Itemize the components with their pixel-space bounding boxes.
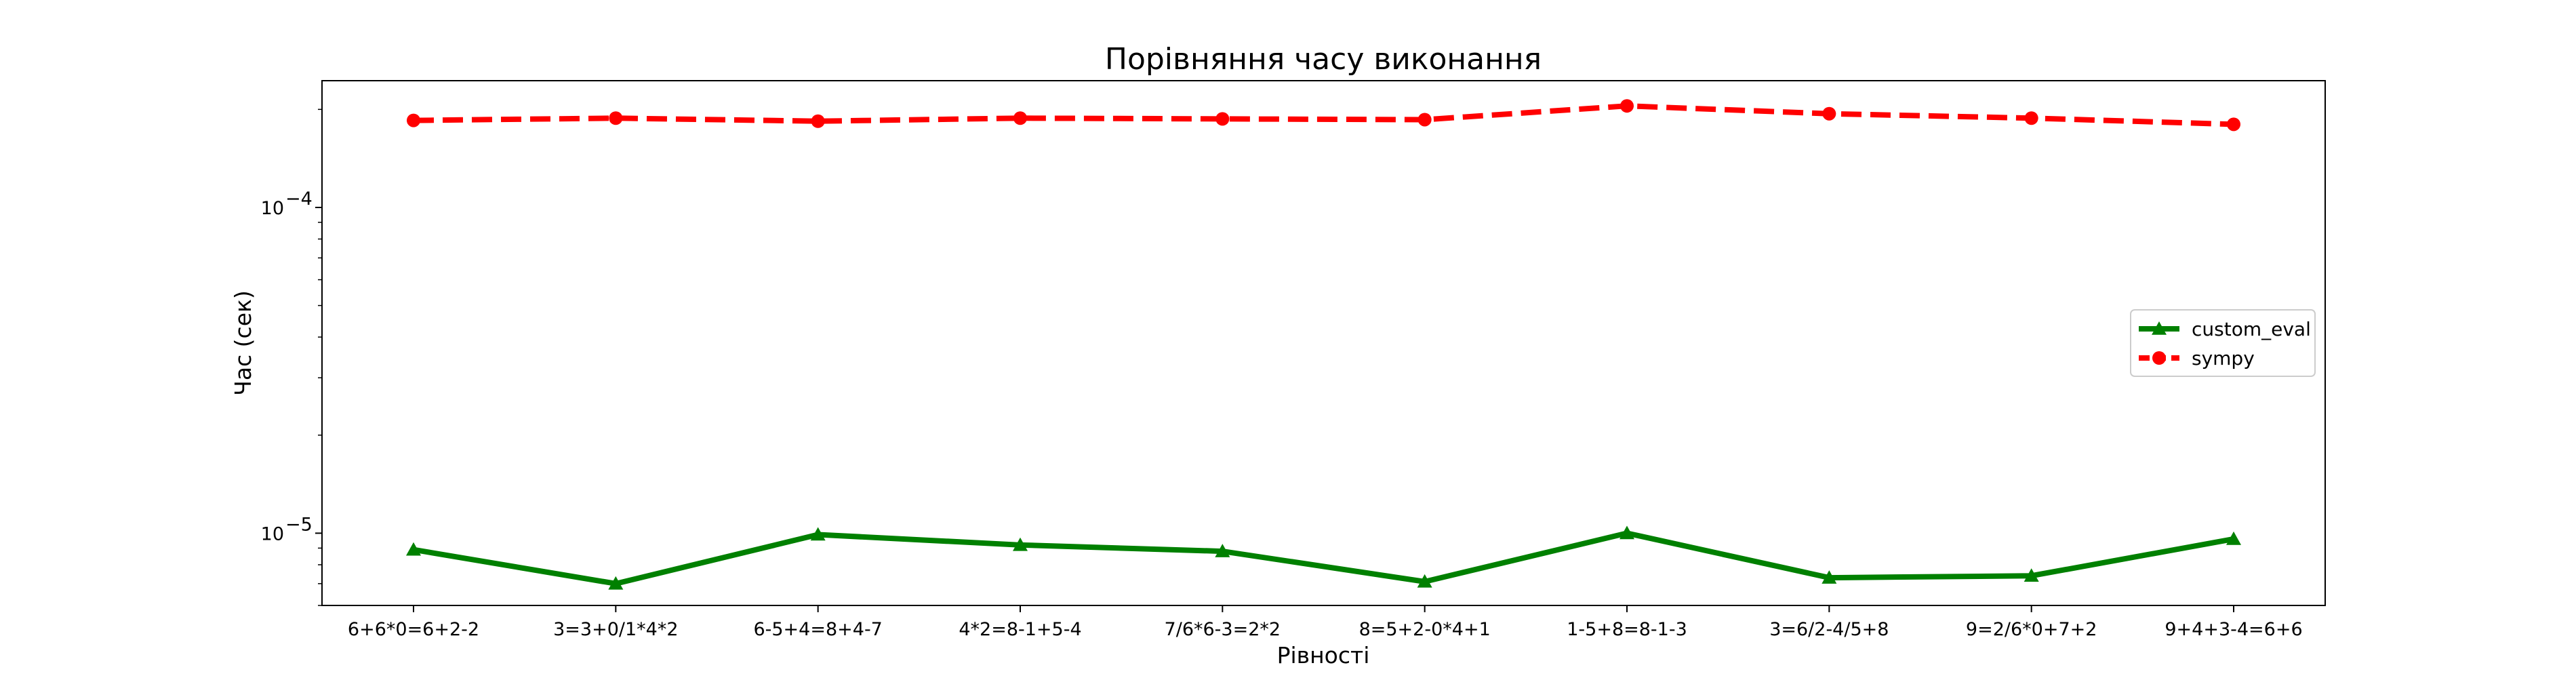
legend-entry: sympy: [2139, 347, 2255, 370]
data-point: [1822, 570, 1837, 584]
series-layer: [406, 99, 2241, 590]
series-line-sympy: [413, 103, 2234, 127]
chart-title: Порівняння часу виконання: [1105, 42, 1542, 77]
data-point: [2024, 111, 2038, 125]
series-custom_eval: [406, 525, 2241, 590]
y-tick-exponent: −4: [285, 188, 313, 210]
plot-area: [321, 80, 2326, 606]
data-point: [406, 542, 421, 556]
legend-label: sympy: [2192, 347, 2255, 370]
series-sympy: [407, 99, 2240, 132]
data-point: [609, 111, 623, 125]
y-axis: 10−510−4: [261, 108, 322, 606]
data-point: [2226, 531, 2241, 545]
x-axis-label: Рівності: [1277, 642, 1370, 669]
x-tick-label: 9=2/6*0+7+2: [1966, 619, 2097, 640]
data-point: [1013, 111, 1027, 125]
x-tick-label: 6+6*0=6+2-2: [348, 619, 479, 640]
data-point: [1619, 525, 1634, 540]
y-tick-label: 10: [261, 523, 284, 544]
data-point: [2024, 568, 2039, 582]
x-tick-label: 4*2=8-1+5-4: [959, 619, 1081, 640]
legend-label: custom_eval: [2192, 318, 2311, 340]
x-tick-label: 3=3+0/1*4*2: [553, 619, 678, 640]
data-point: [1215, 544, 1230, 557]
data-point: [1417, 113, 1432, 127]
x-tick-label: 7/6*6-3=2*2: [1165, 619, 1281, 640]
y-tick-base: 10: [261, 198, 284, 219]
y-tick-base: 10: [261, 523, 284, 544]
y-tick-exponent: −5: [285, 514, 313, 535]
x-tick-label: 8=5+2-0*4+1: [1359, 619, 1491, 640]
x-tick-label: 3=6/2-4/5+8: [1769, 619, 1889, 640]
data-point: [810, 527, 826, 541]
data-point: [2227, 117, 2240, 132]
legend-marker: [2152, 351, 2166, 365]
data-point: [407, 113, 420, 127]
y-tick-label: 10: [261, 198, 284, 219]
y-axis-label: Час (сек): [230, 290, 256, 396]
data-point: [1822, 106, 1836, 121]
x-tick-label: 9+4+3-4=6+6: [2165, 619, 2302, 640]
data-point: [608, 576, 624, 590]
data-point: [1417, 574, 1432, 588]
x-tick-label: 6-5+4=8+4-7: [753, 619, 882, 640]
data-point: [1013, 537, 1028, 551]
legend-entry: custom_eval: [2139, 318, 2311, 340]
data-point: [1215, 112, 1230, 126]
data-point: [811, 114, 825, 128]
x-tick-label: 1-5+8=8-1-3: [1567, 619, 1687, 640]
x-axis: 6+6*0=6+2-2 3=3+0/1*4*2 6-5+4=8+4-7 4*2=8-1…: [348, 605, 2303, 640]
data-point: [1620, 99, 1634, 113]
legend-marker: [2152, 321, 2167, 335]
series-line-custom_eval: [413, 530, 2234, 586]
